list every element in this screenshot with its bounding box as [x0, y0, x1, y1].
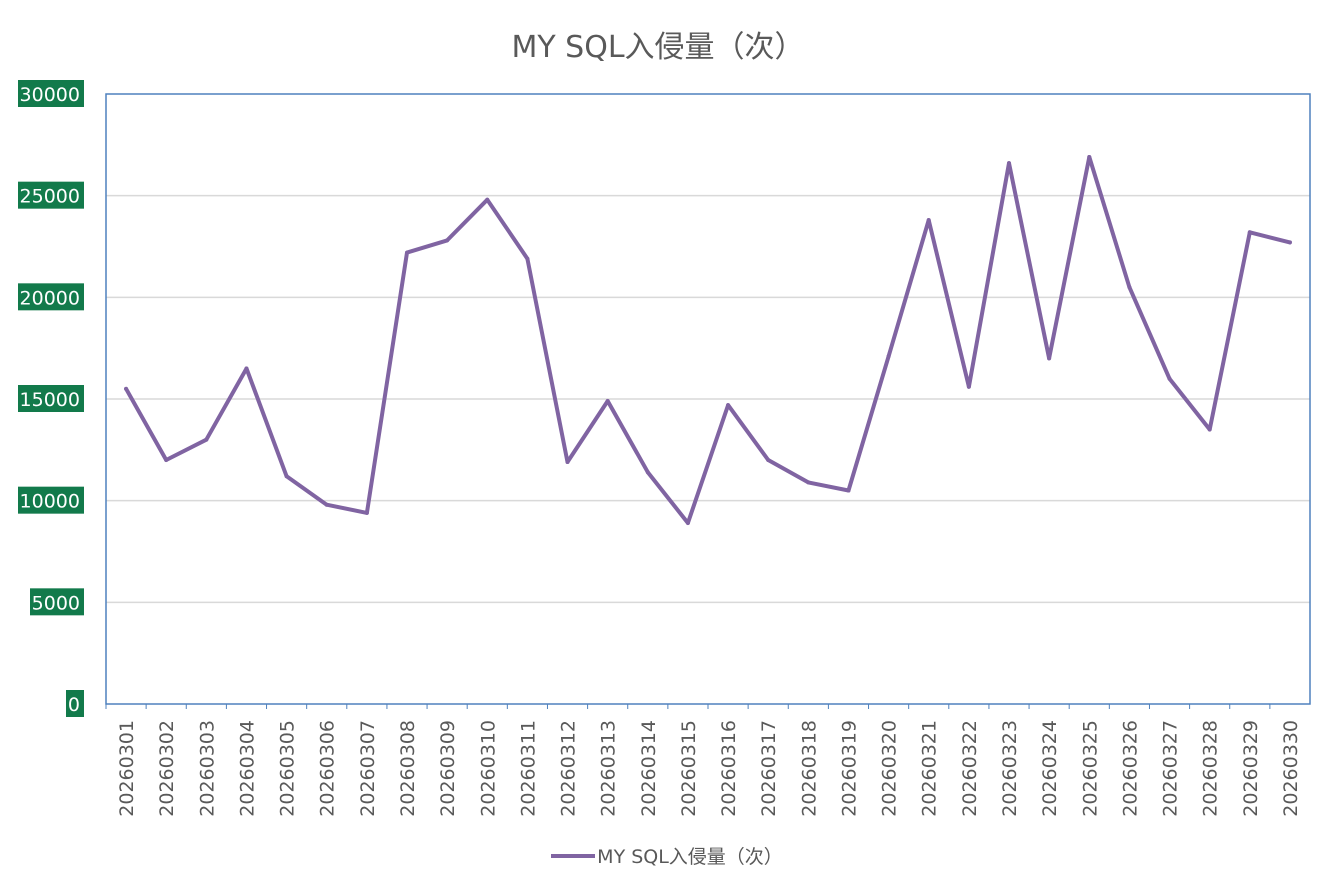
x-tick-label: 20260313 [598, 720, 620, 817]
y-tick-label: 15000 [18, 385, 84, 412]
x-tick-label: 20260312 [558, 720, 580, 817]
x-tick-label: 20260323 [999, 720, 1021, 817]
x-tick-label: 20260320 [879, 720, 901, 817]
x-tick-label: 20260316 [718, 720, 740, 817]
x-tick-label: 20260324 [1039, 720, 1061, 817]
y-tick-label-bg [18, 181, 84, 209]
y-tick-label: 10000 [18, 486, 84, 514]
x-tick-label: 20260309 [437, 720, 459, 817]
data-point [1167, 376, 1172, 381]
data-point [806, 480, 811, 485]
x-tick-label: 20260325 [1079, 720, 1101, 817]
y-tick-text: 20000 [20, 287, 80, 309]
y-tick-text: 15000 [20, 389, 80, 411]
data-point [685, 521, 690, 526]
data-point [966, 384, 971, 389]
data-point [1087, 155, 1092, 160]
data-point [766, 458, 771, 462]
data-point [926, 218, 931, 223]
y-tick-label: 25000 [18, 181, 84, 209]
x-tick-label: 20260322 [959, 720, 981, 817]
x-tick-label: 20260311 [517, 720, 539, 817]
data-point [1247, 230, 1252, 235]
x-axis-ticks: 20260301 20260302 20260303 20260304 20260305… [105, 704, 1302, 817]
y-tick-text: 10000 [20, 491, 80, 513]
gridlines [106, 194, 1310, 604]
x-tick-label: 20260329 [1240, 720, 1262, 817]
data-point [605, 399, 610, 404]
x-tick-label: 20260314 [638, 720, 660, 817]
x-tick-label: 20260326 [1119, 720, 1141, 817]
data-point [886, 354, 891, 359]
x-tick-label: 20260303 [196, 720, 218, 817]
x-tick-label: 20260306 [317, 720, 339, 817]
x-tick-label: 20260321 [919, 720, 941, 817]
x-tick-label: 20260308 [397, 720, 419, 817]
y-tick-text: 25000 [20, 186, 80, 208]
x-tick-label: 20260310 [477, 720, 499, 817]
data-point [284, 474, 289, 479]
y-tick-label: 0 [66, 690, 84, 717]
x-tick-label: 20260304 [236, 720, 258, 817]
data-point [244, 366, 249, 371]
x-tick-label: 20260301 [116, 720, 138, 817]
x-tick-label: 20260328 [1200, 720, 1222, 817]
data-point [445, 238, 450, 243]
y-tick-text: 30000 [20, 84, 80, 106]
data-point [324, 502, 329, 507]
data-point [645, 470, 650, 475]
data-point [485, 197, 490, 202]
y-tick-label-bg [18, 486, 84, 514]
data-point [1007, 161, 1011, 166]
x-tick-label: 20260330 [1280, 720, 1302, 817]
y-tick-label: 20000 [18, 283, 84, 311]
data-point [525, 256, 530, 261]
y-tick-label: 30000 [18, 80, 84, 107]
data-point [1287, 240, 1292, 245]
x-tick-label: 20260319 [838, 720, 860, 817]
y-tick-label-bg [30, 588, 84, 616]
series-line [124, 155, 1292, 525]
y-tick-label-bg [18, 80, 84, 107]
data-point [405, 250, 409, 255]
y-axis-ticks: 0 5000 10000 15000 20000 25000 30000 [18, 80, 84, 717]
data-point [204, 437, 209, 442]
data-point [164, 458, 169, 462]
data-point [1127, 285, 1132, 290]
x-tick-label: 20260302 [156, 720, 178, 817]
x-tick-label: 20260305 [277, 720, 299, 817]
data-point [124, 386, 129, 391]
series-layer [124, 155, 1292, 526]
legend: MY SQL入侵量（次） [0, 842, 1334, 869]
data-point [1047, 356, 1052, 361]
y-tick-text: 5000 [32, 592, 80, 614]
x-tick-label: 20260315 [678, 720, 700, 817]
data-point [364, 510, 369, 515]
y-tick-label-bg [18, 385, 84, 412]
data-point [726, 403, 731, 408]
data-point [846, 488, 851, 493]
y-tick-text: 0 [68, 694, 80, 716]
data-point [565, 460, 570, 465]
y-tick-label-bg [66, 690, 84, 717]
legend-swatch [551, 853, 596, 858]
x-tick-label: 20260317 [758, 720, 780, 817]
data-point [1207, 427, 1212, 432]
y-tick-label-bg [18, 283, 84, 311]
x-tick-label: 20260318 [798, 720, 820, 817]
y-tick-label: 5000 [30, 588, 84, 616]
x-tick-label: 20260307 [357, 720, 379, 817]
x-tick-label: 20260327 [1160, 720, 1182, 817]
chart-title: MY SQL入侵量（次） [511, 30, 805, 65]
legend-label: MY SQL入侵量（次） [597, 846, 783, 868]
